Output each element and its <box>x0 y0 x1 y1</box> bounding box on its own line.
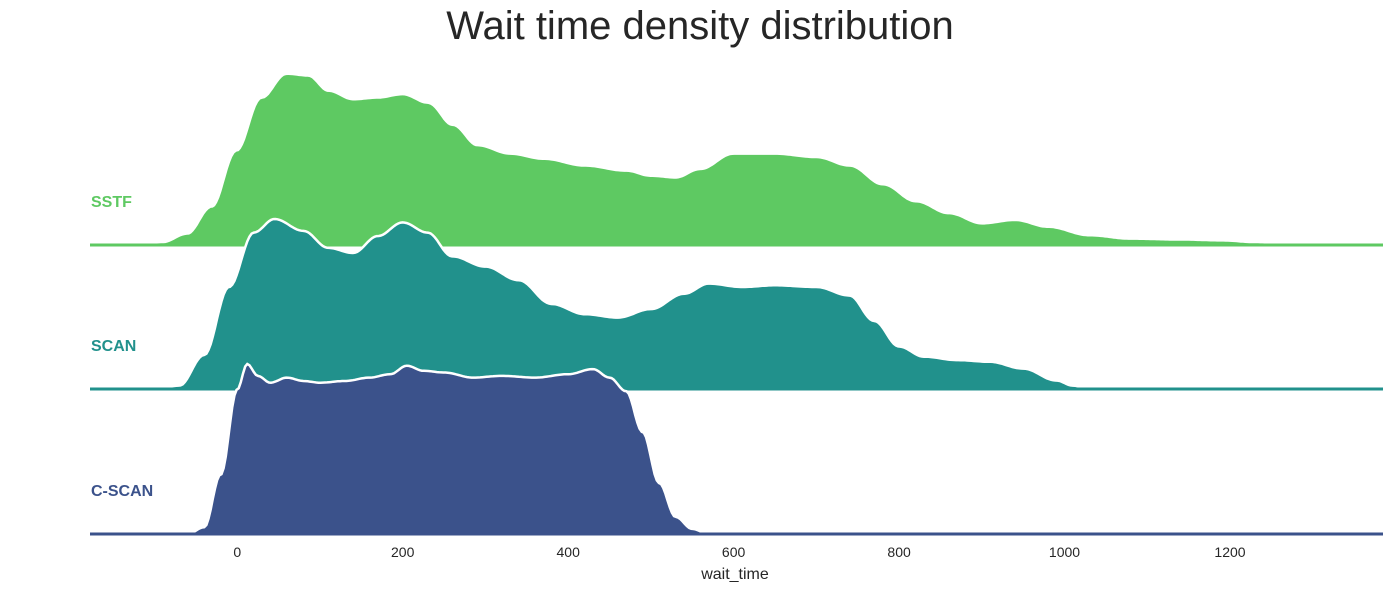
chart-title: Wait time density distribution <box>446 4 954 48</box>
ridge-label-c-scan: C-SCAN <box>91 483 153 500</box>
x-tick-label: 1000 <box>1049 544 1080 560</box>
x-tick-label: 200 <box>391 544 415 560</box>
x-axis-label: wait_time <box>700 566 769 583</box>
ridge-fill-scan <box>90 219 1383 389</box>
x-tick-label: 0 <box>233 544 241 560</box>
x-tick-label: 800 <box>887 544 911 560</box>
ridge-label-sstf: SSTF <box>91 194 132 211</box>
ridge-sstf: SSTF <box>90 75 1383 247</box>
ridges-group: SSTF SCAN C-SCAN <box>90 75 1383 536</box>
ridge-c-scan: C-SCAN <box>90 362 1383 536</box>
ridge-fill-sstf <box>90 75 1383 245</box>
ridge-label-scan: SCAN <box>91 338 136 355</box>
x-tick-label: 1200 <box>1214 544 1245 560</box>
ridge-fill-c-scan <box>90 364 1383 534</box>
x-axis: 0 200 400 600 800 1000 1200 <box>233 544 1245 560</box>
x-tick-label: 400 <box>557 544 581 560</box>
x-tick-label: 600 <box>722 544 746 560</box>
